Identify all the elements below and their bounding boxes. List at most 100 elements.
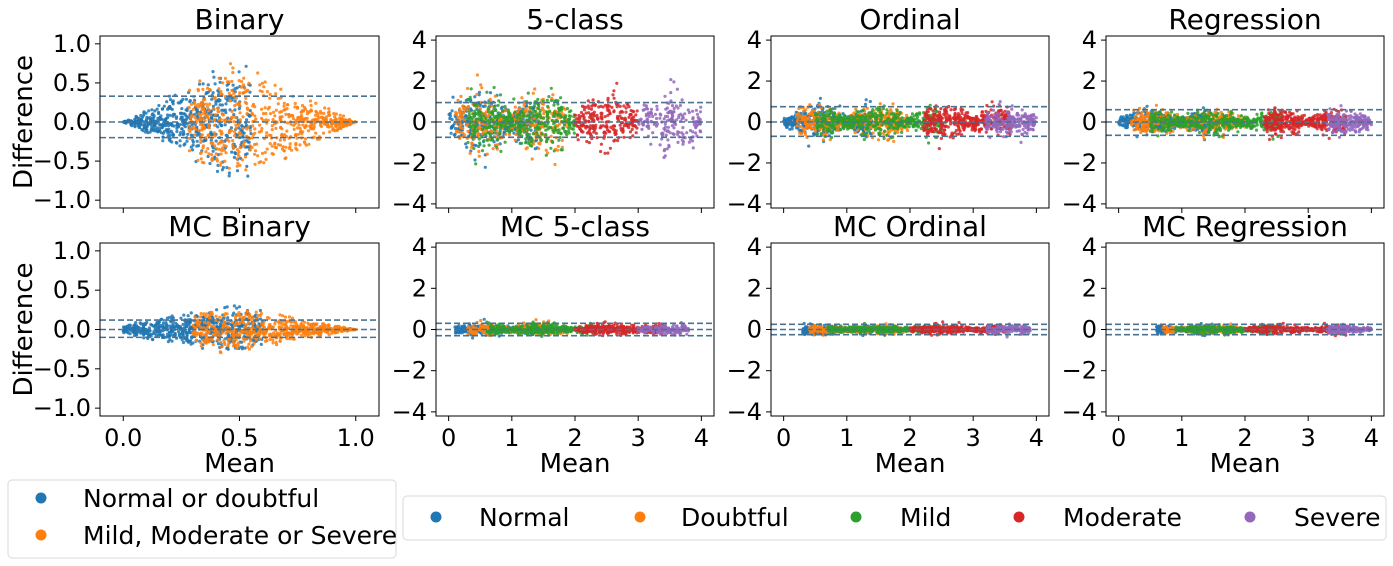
- point-binary_normal: [232, 113, 236, 117]
- point-mild: [496, 137, 500, 141]
- point-binary_severe: [238, 145, 242, 150]
- point-normal: [818, 96, 823, 100]
- point-moderate: [940, 116, 945, 120]
- point-mild: [500, 122, 504, 126]
- point-binary_severe: [293, 105, 297, 109]
- point-binary_severe: [219, 117, 223, 121]
- point-binary_normal: [189, 133, 193, 137]
- point-doubtful: [853, 131, 857, 135]
- point-binary_severe: [231, 70, 235, 75]
- point-doubtful: [818, 102, 822, 107]
- point-mild: [559, 96, 563, 100]
- point-mild: [489, 111, 493, 115]
- point-binary_severe: [280, 147, 285, 151]
- point-severe: [667, 145, 671, 149]
- point-mild: [520, 141, 524, 145]
- point-binary_normal: [151, 112, 155, 116]
- point-binary_normal: [164, 124, 168, 128]
- point-doubtful: [876, 138, 881, 142]
- point-moderate: [579, 123, 583, 127]
- point-moderate: [981, 118, 985, 122]
- point-severe: [663, 125, 668, 129]
- point-moderate: [630, 127, 634, 131]
- point-mild: [482, 114, 486, 118]
- point-mild: [540, 132, 544, 136]
- point-severe: [687, 140, 692, 144]
- point-mild: [864, 132, 868, 136]
- point-binary_severe: [220, 148, 224, 153]
- point-binary_severe: [284, 112, 288, 116]
- y-tick-label: 1.0: [53, 30, 91, 58]
- point-mild: [508, 116, 512, 120]
- point-binary_severe: [268, 96, 272, 100]
- point-mild: [831, 122, 835, 126]
- point-mild: [476, 109, 480, 113]
- point-binary_normal: [159, 114, 163, 118]
- point-doubtful: [802, 109, 806, 113]
- point-moderate: [970, 116, 974, 121]
- point-binary_severe: [197, 105, 201, 109]
- point-moderate: [937, 147, 941, 151]
- point-doubtful: [459, 94, 463, 98]
- point-mild: [471, 112, 476, 116]
- point-mild: [504, 125, 508, 129]
- point-mild: [858, 115, 862, 120]
- point-doubtful: [458, 124, 462, 129]
- point-doubtful: [477, 149, 481, 154]
- point-mild: [506, 108, 510, 112]
- point-doubtful: [807, 112, 812, 116]
- point-mild: [538, 127, 542, 131]
- point-mild: [874, 116, 879, 120]
- point-mild: [549, 86, 553, 90]
- point-binary_normal: [184, 97, 188, 101]
- point-mild: [914, 128, 918, 132]
- point-binary_severe: [276, 102, 280, 106]
- point-mild: [564, 131, 568, 135]
- point-severe: [670, 111, 674, 115]
- point-mild: [545, 137, 549, 141]
- point-severe: [1017, 129, 1022, 133]
- point-doubtful: [532, 116, 536, 121]
- point-mild: [873, 128, 878, 132]
- point-mild: [493, 107, 497, 111]
- point-binary_severe: [224, 118, 228, 122]
- point-mild: [825, 109, 829, 113]
- point-binary_normal: [210, 97, 214, 101]
- point-doubtful: [889, 128, 894, 132]
- y-tick-label: −2: [392, 149, 427, 177]
- point-binary_severe: [219, 152, 223, 156]
- point-binary_normal: [195, 144, 199, 148]
- point-mild: [934, 109, 938, 113]
- point-moderate: [605, 128, 610, 132]
- point-binary_severe: [309, 109, 314, 113]
- point-severe: [663, 94, 667, 98]
- point-moderate: [964, 114, 968, 118]
- point-binary_severe: [240, 80, 244, 84]
- point-binary_severe: [219, 90, 223, 94]
- point-binary_severe: [242, 140, 247, 144]
- point-mild: [557, 128, 561, 132]
- point-binary_severe: [217, 87, 221, 91]
- point-binary_severe: [254, 117, 258, 121]
- point-binary_normal: [189, 109, 193, 114]
- point-moderate: [943, 128, 947, 132]
- point-mild: [544, 128, 548, 132]
- point-mild: [519, 130, 523, 134]
- point-mild: [479, 111, 483, 115]
- point-mild: [900, 116, 904, 120]
- point-doubtful: [557, 122, 562, 126]
- point-severe: [693, 131, 698, 135]
- point-moderate: [577, 125, 581, 129]
- point-binary_severe: [231, 139, 235, 143]
- point-binary_severe: [251, 104, 255, 108]
- point-binary_normal: [244, 64, 248, 68]
- point-mild: [937, 124, 941, 128]
- point-moderate: [616, 102, 620, 107]
- point-binary_normal: [162, 118, 166, 122]
- point-binary_severe: [337, 116, 342, 121]
- point-binary_normal: [165, 100, 169, 104]
- point-binary_severe: [300, 103, 305, 108]
- point-binary_normal: [155, 107, 159, 111]
- point-binary_severe: [199, 138, 203, 142]
- point-doubtful: [560, 111, 564, 115]
